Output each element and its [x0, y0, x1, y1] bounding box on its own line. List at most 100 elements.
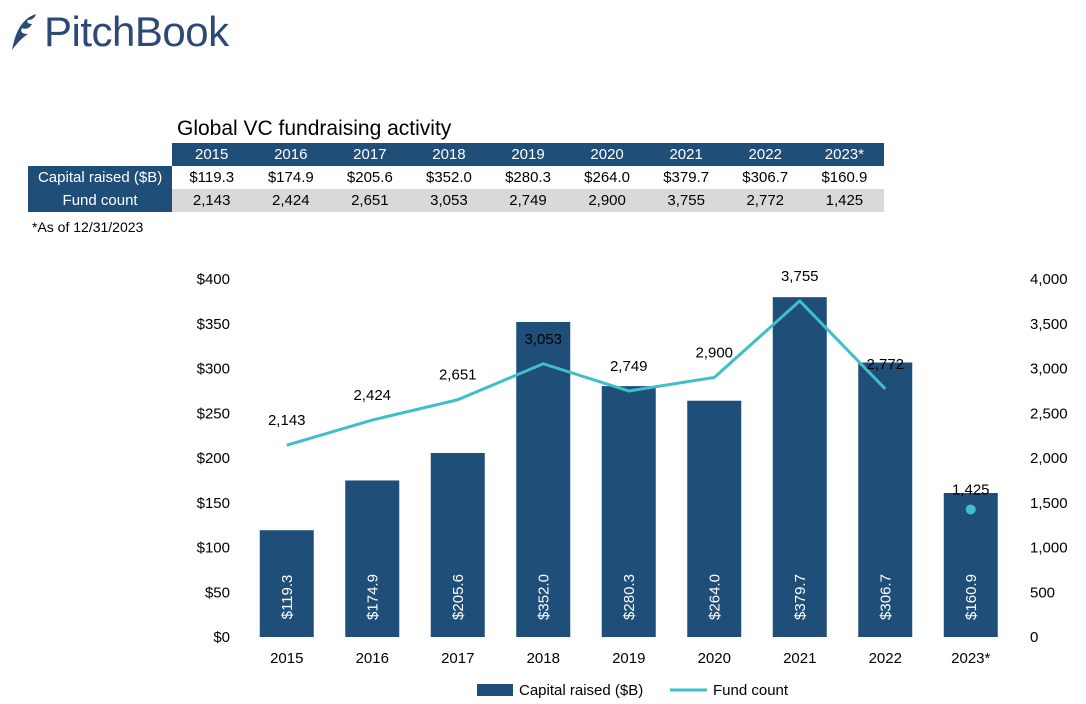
table-header-year: 2017 — [330, 143, 410, 166]
right-tick-label: 1,500 — [1030, 495, 1068, 512]
table-cell: 3,053 — [409, 189, 489, 212]
bar — [943, 492, 998, 637]
bar — [259, 530, 314, 637]
table-cell: 2,651 — [330, 189, 410, 212]
left-tick-label: $300 — [197, 361, 230, 378]
fund-count-data-label: 2,900 — [695, 344, 733, 361]
x-tick-label: 2018 — [527, 650, 560, 667]
bar — [772, 297, 827, 637]
bar-data-label: $280.3 — [621, 574, 638, 620]
fund-count-data-label: 3,053 — [524, 331, 562, 348]
x-tick-label: 2015 — [270, 650, 303, 667]
right-tick-label: 1,000 — [1030, 540, 1068, 557]
bar — [516, 321, 571, 637]
x-tick-label: 2022 — [869, 650, 902, 667]
table-cell: $205.6 — [330, 166, 410, 189]
table-cell: 3,755 — [646, 189, 726, 212]
x-axis: 2015 2016 2017 2018 2019 2020 2021 2022 2023* — [270, 650, 990, 667]
table-cell: $352.0 — [409, 166, 489, 189]
left-tick-label: $0 — [213, 629, 230, 646]
bar — [601, 386, 656, 637]
x-tick-label: 2021 — [783, 650, 816, 667]
capital-bars — [259, 297, 998, 637]
left-tick-label: $100 — [197, 540, 230, 557]
fund-count-line — [286, 299, 976, 515]
legend: Capital raised ($B) Fund count — [477, 682, 789, 699]
fund-count-labels: 2,143 2,424 2,651 3,053 2,749 2,900 3,755 2,772… — [268, 268, 990, 499]
right-tick-label: 4,000 — [1030, 271, 1068, 288]
left-tick-label: $250 — [197, 405, 230, 422]
fund-count-data-label: 2,651 — [439, 367, 477, 384]
legend-label: Fund count — [713, 682, 789, 699]
right-tick-label: 0 — [1030, 629, 1038, 646]
fund-count-data-label: 1,425 — [952, 481, 990, 498]
table-cell: $306.7 — [725, 166, 805, 189]
bar-data-label: $205.6 — [450, 574, 467, 620]
table-cell: $119.3 — [172, 166, 252, 189]
brand-name: PitchBook — [44, 8, 229, 55]
bar — [687, 400, 742, 637]
table-header-year: 2020 — [567, 143, 647, 166]
table-header-year: 2018 — [409, 143, 489, 166]
row-label-fund-count: Fund count — [28, 189, 173, 212]
table-cell: 2,900 — [567, 189, 647, 212]
table-header-year: 2022 — [725, 143, 805, 166]
fund-count-data-label: 2,143 — [268, 412, 306, 429]
bar-data-label: $119.3 — [279, 575, 296, 620]
table-row-fund-count: Fund count 2,143 2,424 2,651 3,053 2,749… — [28, 189, 884, 212]
table-cell: $264.0 — [567, 166, 647, 189]
row-label-capital: Capital raised ($B) — [28, 166, 173, 189]
x-tick-label: 2017 — [441, 650, 474, 667]
table-header-year: 2021 — [646, 143, 726, 166]
table-cell: 2,772 — [725, 189, 805, 212]
table-header-year: 2019 — [488, 143, 568, 166]
table-title: Global VC fundraising activity — [177, 117, 452, 140]
table-header-year: 2015 — [172, 143, 252, 166]
fund-count-data-label: 3,755 — [781, 268, 819, 285]
table-cell: 2,424 — [251, 189, 331, 212]
left-tick-label: $50 — [205, 584, 230, 601]
left-tick-label: $200 — [197, 450, 230, 467]
table-cell: $379.7 — [646, 166, 726, 189]
bar-data-label: $306.7 — [877, 574, 894, 620]
table-cell: $174.9 — [251, 166, 331, 189]
fund-count-polyline — [286, 299, 887, 447]
right-tick-label: 3,000 — [1030, 361, 1068, 378]
bar — [345, 480, 400, 637]
table-header-year: 2023* — [804, 143, 884, 166]
x-tick-label: 2019 — [612, 650, 645, 667]
pitchbook-logo: PitchBook — [8, 8, 229, 56]
right-axis: 0 500 1,000 1,500 2,000 2,500 3,000 3,500 4,000 — [1030, 271, 1068, 646]
left-tick-label: $400 — [197, 271, 230, 288]
fund-count-data-label: 2,772 — [866, 356, 904, 373]
right-tick-label: 500 — [1030, 584, 1055, 601]
bar-data-label: $174.9 — [364, 574, 381, 620]
fund-count-data-label: 2,749 — [610, 358, 648, 375]
bar-data-label: $160.9 — [963, 574, 980, 620]
bar — [430, 452, 485, 637]
fund-count-data-label: 2,424 — [353, 387, 391, 404]
x-tick-label: 2020 — [698, 650, 731, 667]
right-tick-label: 3,500 — [1030, 316, 1068, 333]
bar-data-label: $352.0 — [535, 574, 552, 620]
legend-label: Capital raised ($B) — [519, 682, 643, 699]
capital-bar-labels: $119.3 $174.9 $205.6 $352.0 $280.3 $264.0 $379… — [279, 574, 980, 620]
table-cell: $160.9 — [804, 166, 884, 189]
fund-count-point — [965, 504, 976, 515]
table-header-row: 2015 2016 2017 2018 2019 2020 2021 2022 … — [28, 143, 884, 166]
table-cell: 1,425 — [804, 189, 884, 212]
bar-data-label: $264.0 — [706, 574, 723, 620]
table-header-blank — [28, 143, 173, 166]
right-tick-label: 2,000 — [1030, 450, 1068, 467]
fundraising-table: 2015 2016 2017 2018 2019 2020 2021 2022 … — [28, 143, 884, 212]
legend-bar-swatch — [477, 684, 513, 696]
table-cell: $280.3 — [488, 166, 568, 189]
right-tick-label: 2,500 — [1030, 405, 1068, 422]
footnote: *As of 12/31/2023 — [32, 219, 144, 235]
x-tick-label: 2023* — [951, 650, 990, 667]
table-cell: 2,143 — [172, 189, 252, 212]
left-tick-label: $350 — [197, 316, 230, 333]
table-row-capital: Capital raised ($B) $119.3 $174.9 $205.6… — [28, 166, 884, 189]
left-tick-label: $150 — [197, 495, 230, 512]
